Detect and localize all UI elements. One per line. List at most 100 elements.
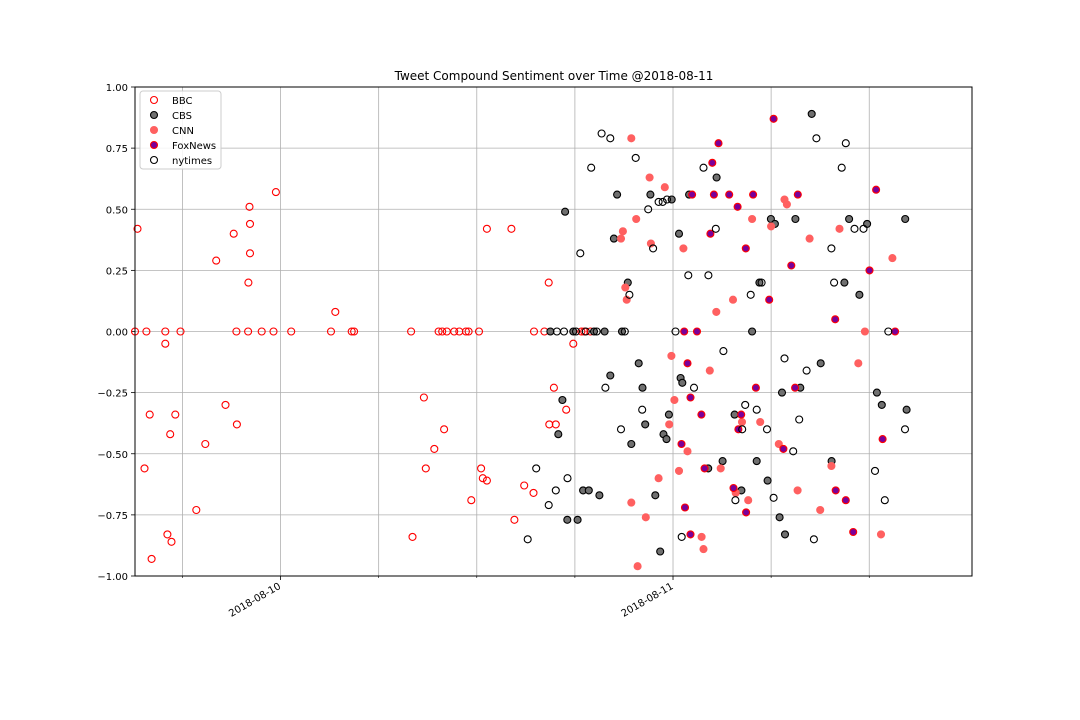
data-point-foxnews xyxy=(741,244,750,253)
data-point-cbs xyxy=(901,214,910,224)
data-point-nytimes xyxy=(631,153,640,162)
data-point-nytimes xyxy=(644,205,653,214)
data-point-cnn xyxy=(712,307,721,316)
data-point-bbc xyxy=(192,505,201,515)
data-point-bbc xyxy=(161,327,170,336)
data-point-nytimes xyxy=(559,327,569,336)
data-point-nytimes xyxy=(649,244,658,253)
data-point-nytimes xyxy=(671,327,680,336)
data-point-bbc xyxy=(350,327,359,336)
data-point-nytimes xyxy=(704,271,713,280)
data-point-cbs xyxy=(627,439,636,449)
data-point-bbc xyxy=(147,554,156,563)
data-point-cnn xyxy=(737,417,747,427)
legend-marker-bbc xyxy=(149,95,159,105)
data-point-bbc xyxy=(257,327,266,336)
data-point-foxnews xyxy=(891,327,900,336)
data-point-foxnews xyxy=(779,444,788,453)
data-point-nytimes xyxy=(719,347,728,356)
data-point-nytimes xyxy=(689,383,699,392)
legend-label-foxnews: FoxNews xyxy=(172,141,216,152)
y-tick-label: 0.50 xyxy=(106,205,128,216)
data-point-nytimes xyxy=(752,405,761,414)
data-point-bbc xyxy=(167,537,176,546)
y-tick-label: −1.00 xyxy=(97,572,128,583)
data-point-foxnews xyxy=(714,139,723,148)
data-point-cnn xyxy=(633,562,642,571)
scatter-points xyxy=(130,109,911,571)
data-point-foxnews xyxy=(872,185,881,194)
data-point-cbs xyxy=(558,395,567,405)
data-point-nytimes xyxy=(563,474,572,483)
data-point-foxnews xyxy=(677,439,686,449)
data-point-cnn xyxy=(793,486,802,495)
data-point-bbc xyxy=(477,464,486,473)
legend-label-nytimes: nytimes xyxy=(172,156,212,167)
data-point-foxnews xyxy=(680,327,689,336)
data-point-nytimes xyxy=(551,486,560,495)
data-point-cbs xyxy=(763,476,772,485)
data-point-bbc xyxy=(438,327,447,336)
data-point-cnn xyxy=(627,498,636,507)
data-point-foxnews xyxy=(729,483,738,493)
data-point-cnn xyxy=(774,439,783,449)
data-point-cnn xyxy=(621,283,630,292)
y-axis: −1.00 −0.75 −0.50 −0.25 0.00 0.25 0.50 0.75 1.00 xyxy=(97,83,135,583)
data-point-bbc xyxy=(544,278,553,287)
data-point-cbs xyxy=(584,486,593,495)
data-point-bbc xyxy=(569,339,578,348)
data-point-bbc xyxy=(529,488,538,497)
data-point-cnn xyxy=(674,466,684,475)
data-point-bbc xyxy=(464,327,473,336)
data-point-bbc xyxy=(577,327,586,336)
data-point-cbs xyxy=(902,405,911,414)
data-point-bbc xyxy=(232,327,241,336)
data-point-foxnews xyxy=(769,114,778,123)
data-point-cnn xyxy=(654,474,663,483)
data-point-bbc xyxy=(551,420,560,429)
data-point-cnn xyxy=(665,420,674,429)
data-point-foxnews xyxy=(751,383,760,392)
data-point-cbs xyxy=(554,430,563,439)
data-point-nytimes xyxy=(616,425,626,434)
data-point-cbs xyxy=(816,359,825,368)
data-point-cnn xyxy=(667,351,676,360)
data-point-nytimes xyxy=(677,532,686,541)
data-point-bbc xyxy=(510,515,519,524)
data-point-nytimes xyxy=(830,278,839,287)
data-point-bbc xyxy=(176,327,185,336)
legend-marker-foxnews xyxy=(149,140,159,150)
data-point-bbc xyxy=(166,430,175,439)
data-point-nytimes xyxy=(638,405,647,414)
data-point-cbs xyxy=(656,547,665,556)
data-point-cbs xyxy=(877,400,886,409)
data-point-nytimes xyxy=(544,501,553,510)
y-tick-label: −0.25 xyxy=(97,389,128,400)
data-point-bbc xyxy=(245,249,255,258)
data-point-foxnews xyxy=(686,530,695,539)
series-foxnews xyxy=(677,114,900,539)
data-point-foxnews xyxy=(865,266,874,275)
data-point-bbc xyxy=(450,327,459,336)
data-point-nytimes xyxy=(523,535,532,544)
data-point-bbc xyxy=(482,224,491,233)
data-point-nytimes xyxy=(757,278,766,287)
data-point-cbs xyxy=(569,327,578,336)
data-point-cnn xyxy=(627,134,636,143)
data-point-foxnews xyxy=(708,158,717,167)
data-point-nytimes xyxy=(809,535,818,544)
data-point-bbc xyxy=(474,327,484,336)
data-point-bbc xyxy=(421,464,430,473)
data-point-foxnews xyxy=(749,190,758,199)
data-point-bbc xyxy=(478,474,487,483)
data-point-bbc xyxy=(140,464,149,473)
legend-label-bbc: BBC xyxy=(172,96,193,107)
y-tick-label: 1.00 xyxy=(106,83,128,94)
data-point-bbc xyxy=(229,229,238,238)
data-point-nytimes xyxy=(662,195,672,204)
data-point-bbc xyxy=(520,481,529,490)
data-point-bbc xyxy=(245,202,254,211)
data-point-cbs xyxy=(662,435,671,444)
data-point-foxnews xyxy=(733,202,742,211)
